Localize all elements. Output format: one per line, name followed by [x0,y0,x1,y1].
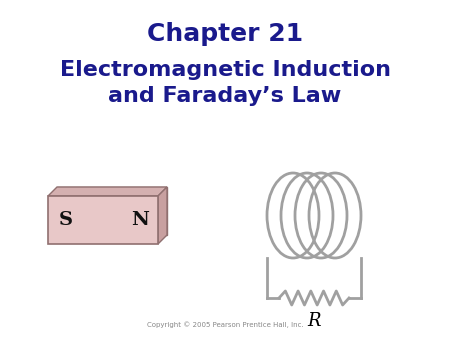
FancyBboxPatch shape [48,196,158,244]
Text: N: N [131,211,149,229]
Text: Chapter 21: Chapter 21 [147,22,303,46]
Text: S: S [59,211,73,229]
Text: Copyright © 2005 Pearson Prentice Hall, Inc.: Copyright © 2005 Pearson Prentice Hall, … [147,321,303,328]
Polygon shape [158,187,167,244]
Text: Electromagnetic Induction
and Faraday’s Law: Electromagnetic Induction and Faraday’s … [59,60,391,105]
Polygon shape [48,187,167,196]
Polygon shape [57,187,167,235]
Text: R: R [307,312,321,330]
